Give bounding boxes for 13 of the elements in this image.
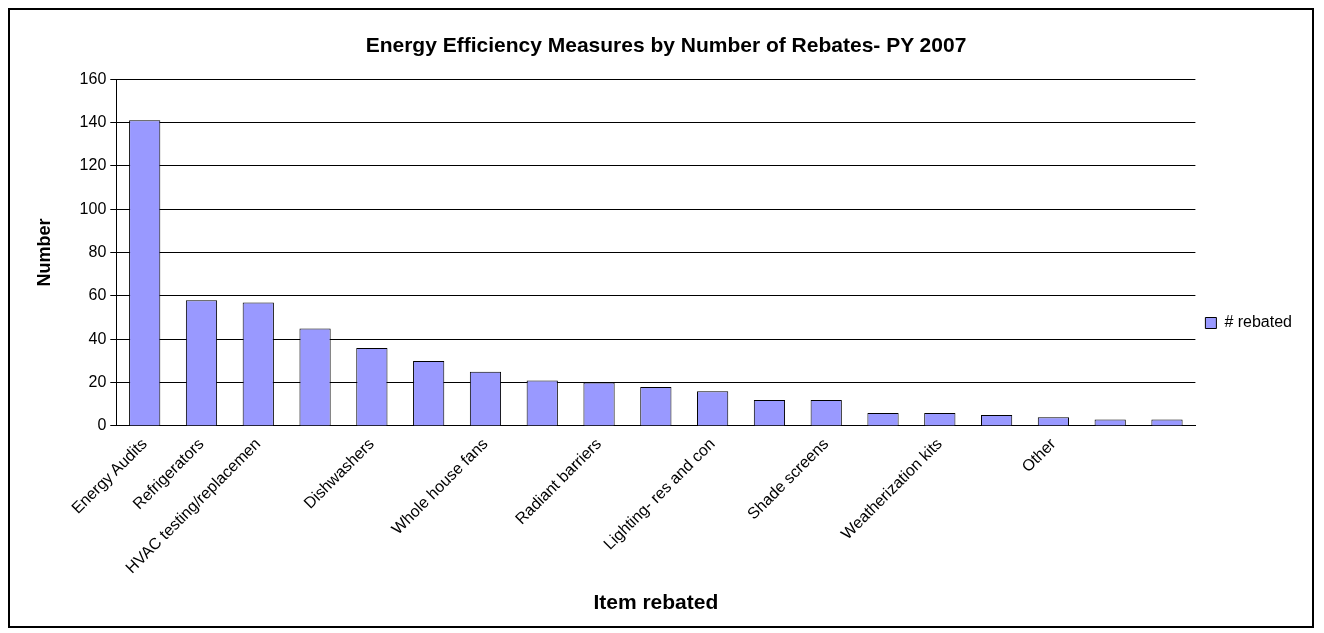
legend-label: # rebated (1224, 313, 1292, 331)
chart-title: Energy Efficiency Measures by Number of Rebates- PY 2007 (365, 33, 967, 57)
y-tick-label: 160 (79, 69, 107, 87)
y-tick-label: 140 (79, 112, 107, 130)
y-tick-label: 100 (79, 199, 107, 217)
y-axis-title: Number (33, 218, 54, 287)
y-tick-label: 120 (79, 156, 107, 174)
y-tick-label: 0 (97, 416, 107, 434)
y-tick-label: 80 (88, 242, 107, 260)
y-tick-label: 60 (88, 286, 107, 304)
y-tick-label: 40 (88, 329, 107, 347)
x-axis-title: Item rebated (593, 590, 719, 614)
y-tick-label: 20 (88, 372, 107, 390)
